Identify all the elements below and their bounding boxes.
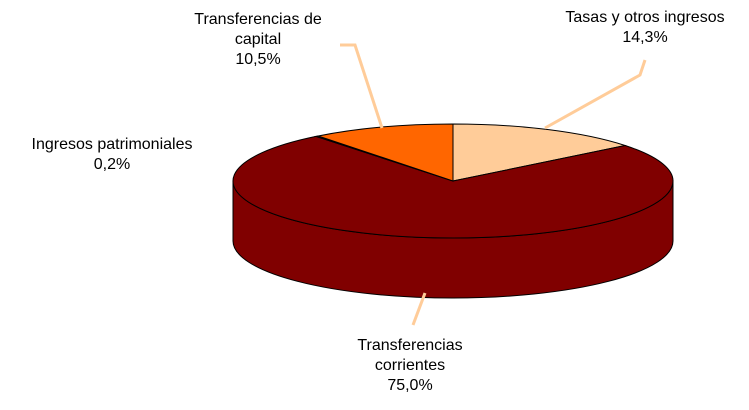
leader-line (411, 292, 427, 326)
slice-label: Ingresos patrimoniales 0,2% (2, 135, 222, 175)
slice (452, 123, 628, 182)
label-name: Transferencias de capital (194, 11, 322, 48)
label-name: Transferencias corrientes (357, 337, 463, 374)
label-value: 75,0% (387, 377, 433, 394)
label-value: 14,3% (622, 29, 668, 46)
leader-line (340, 43, 384, 129)
slice-label: Tasas y otros ingresos 14,3% (535, 8, 749, 48)
leader-line (544, 59, 647, 130)
slice-label: Transferencias corrientes 75,0% (340, 336, 480, 396)
label-value: 10,5% (235, 51, 281, 68)
label-name: Tasas y otros ingresos (565, 9, 725, 26)
slice-label: Transferencias de capital 10,5% (178, 10, 338, 70)
label-value: 0,2% (93, 156, 131, 173)
leader-lines (340, 43, 647, 326)
slice (232, 135, 674, 239)
label-name: Ingresos patrimoniales (31, 136, 193, 153)
